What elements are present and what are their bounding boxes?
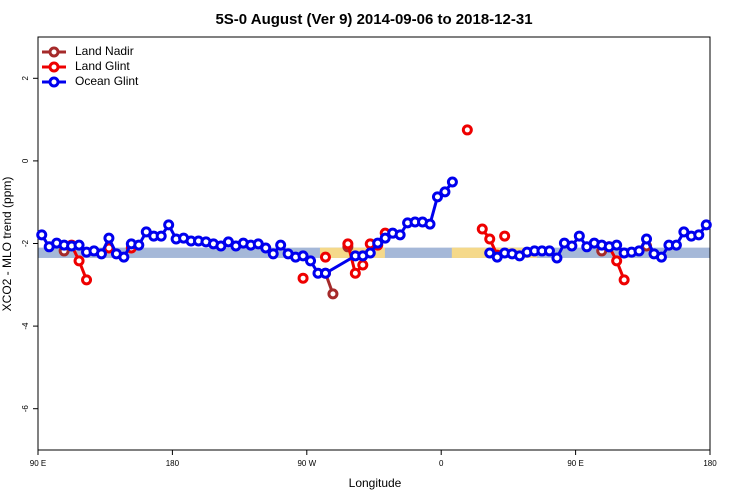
data-point (103, 232, 115, 244)
x-tick-label: 180 (166, 459, 180, 468)
legend-label: Land Glint (75, 59, 130, 73)
chart-title: 5S-0 August (Ver 9) 2014-09-06 to 2018-1… (215, 11, 532, 28)
x-tick-label: 180 (703, 459, 717, 468)
data-point (364, 247, 376, 259)
data-point (118, 251, 130, 263)
data-point (641, 233, 653, 245)
data-point (342, 238, 354, 250)
data-point (297, 272, 309, 284)
data-point (431, 191, 443, 203)
y-tick-label: -2 (21, 239, 30, 247)
data-point (551, 252, 563, 264)
data-point (36, 229, 48, 241)
data-point (633, 245, 645, 257)
data-point (461, 124, 473, 136)
data-point (163, 219, 175, 231)
data-point (424, 218, 436, 230)
x-tick-label: 90 W (297, 459, 316, 468)
data-point (670, 239, 682, 251)
data-point (305, 255, 317, 267)
data-point (543, 245, 555, 257)
data-point (446, 176, 458, 188)
y-tick-label: 2 (21, 76, 30, 81)
data-point (379, 232, 391, 244)
data-point (611, 239, 623, 251)
data-point (155, 230, 167, 242)
data-point (573, 230, 585, 242)
legend-marker (48, 61, 60, 73)
data-point (260, 242, 272, 254)
data-point (484, 233, 496, 245)
x-axis-label: Longitude (349, 476, 402, 490)
series-line (40, 181, 708, 275)
data-point (133, 239, 145, 251)
x-tick-label: 90 E (567, 459, 583, 468)
data-point (439, 186, 451, 198)
data-point (611, 255, 623, 267)
x-tick-label: 90 E (30, 459, 46, 468)
data-point (394, 229, 406, 241)
data-point (700, 219, 712, 231)
legend-label: Ocean Glint (75, 74, 139, 88)
data-point (267, 248, 279, 260)
data-point (655, 251, 667, 263)
data-point (73, 255, 85, 267)
y-tick-label: -4 (21, 322, 30, 330)
data-point (693, 229, 705, 241)
data-point (372, 237, 384, 249)
legend-marker (48, 46, 60, 58)
data-point (319, 251, 331, 263)
x-tick-label: 0 (439, 459, 444, 468)
legend-label: Land Nadir (75, 44, 134, 58)
data-point (297, 250, 309, 262)
data-point (275, 239, 287, 251)
y-axis-label: XCO2 - MLO trend (ppm) (0, 177, 14, 312)
data-point (566, 240, 578, 252)
data-point (327, 288, 339, 300)
data-point (499, 230, 511, 242)
data-point (357, 259, 369, 271)
legend-marker (48, 76, 60, 88)
data-point (95, 248, 107, 260)
y-tick-label: -6 (21, 405, 30, 413)
data-point (476, 223, 488, 235)
data-point (81, 274, 93, 286)
y-tick-label: 0 (21, 158, 30, 163)
data-point (618, 274, 630, 286)
data-point (349, 267, 361, 279)
data-point (319, 267, 331, 279)
data-point (73, 239, 85, 251)
